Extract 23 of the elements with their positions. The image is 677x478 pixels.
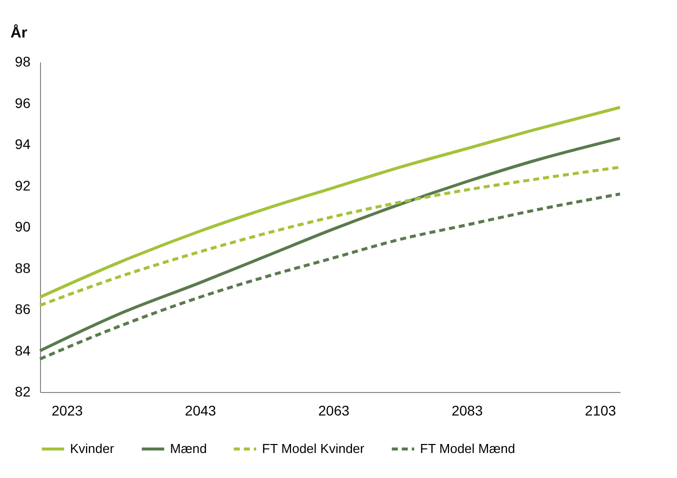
- y-tick-label: 82: [14, 384, 31, 400]
- y-axis-title: År: [10, 24, 28, 42]
- y-tick-label: 98: [14, 54, 31, 70]
- x-tick-label: 2063: [318, 402, 350, 418]
- x-tick-label: 2023: [52, 402, 83, 418]
- y-tick-label: 86: [14, 301, 31, 317]
- y-tick-label: 94: [14, 136, 31, 152]
- line-series: [38, 136, 622, 352]
- y-tick-label: 90: [14, 218, 31, 234]
- line-series: [38, 166, 622, 307]
- line-series: [38, 192, 622, 360]
- x-tick-label: 2083: [452, 402, 483, 418]
- line-series: [38, 106, 622, 299]
- legend-label: Mænd: [170, 441, 207, 456]
- y-tick-label: 88: [14, 260, 31, 276]
- legend-label: FT Model Mænd: [420, 441, 516, 456]
- y-tick-label: 92: [14, 177, 31, 194]
- legend-label: FT Model Kvinder: [262, 441, 366, 456]
- x-tick-label: 2103: [584, 402, 616, 418]
- y-tick-label: 96: [14, 94, 31, 111]
- x-tick-label: 2043: [184, 402, 216, 418]
- y-tick-label: 84: [14, 342, 31, 358]
- legend-label: Kvinder: [70, 441, 115, 456]
